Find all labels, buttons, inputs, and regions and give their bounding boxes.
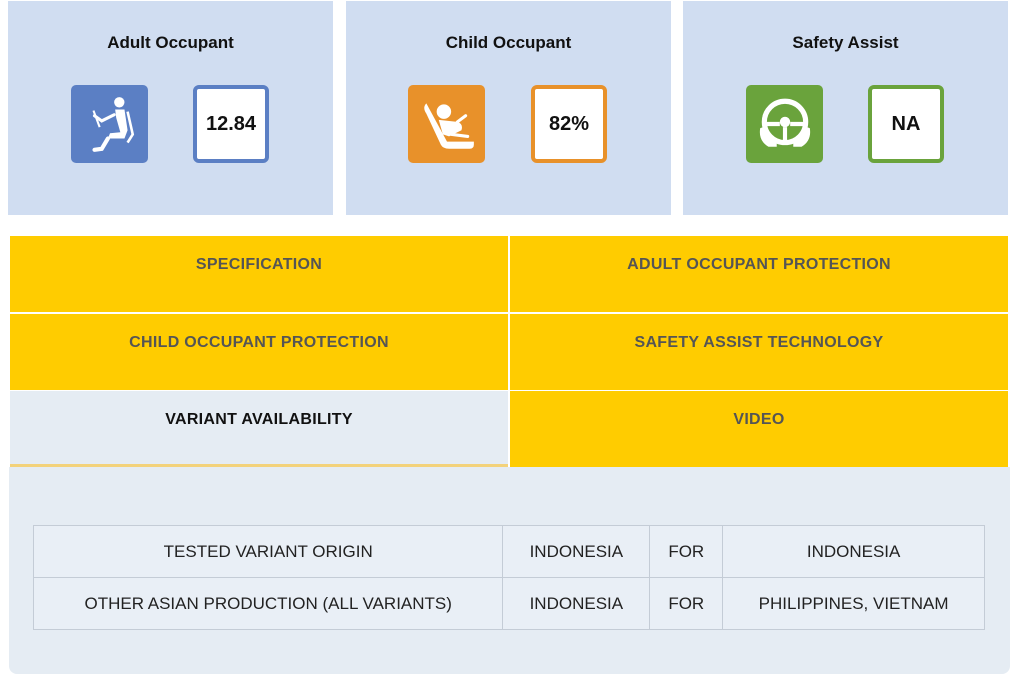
adult-occupant-card: Adult Occupant 12.84 bbox=[8, 1, 333, 215]
child-occupant-card: Child Occupant 82% bbox=[346, 1, 671, 215]
tab-video[interactable]: VIDEO bbox=[510, 391, 1008, 467]
child-occupant-title: Child Occupant bbox=[445, 33, 572, 52]
origin-cell: INDONESIA bbox=[502, 577, 651, 630]
for-cell: FOR bbox=[649, 525, 724, 578]
table-row: OTHER ASIAN PRODUCTION (ALL VARIANTS) IN… bbox=[32, 577, 985, 630]
safety-assist-title: Safety Assist bbox=[792, 33, 899, 52]
tab-safety-assist-technology[interactable]: SAFETY ASSIST TECHNOLOGY bbox=[510, 314, 1008, 390]
tab-adult-occupant-protection[interactable]: ADULT OCCUPANT PROTECTION bbox=[510, 236, 1008, 312]
for-cell: FOR bbox=[649, 577, 724, 630]
adult-seat-icon bbox=[71, 85, 148, 163]
variant-availability-table: TESTED VARIANT ORIGIN INDONESIA FOR INDO… bbox=[32, 525, 985, 630]
steering-wheel-icon bbox=[746, 85, 823, 163]
origin-cell: INDONESIA bbox=[502, 525, 651, 578]
child-seat-icon bbox=[408, 85, 485, 163]
market-cell: INDONESIA bbox=[722, 525, 985, 578]
variant-availability-panel: TESTED VARIANT ORIGIN INDONESIA FOR INDO… bbox=[9, 467, 1010, 674]
table-row: TESTED VARIANT ORIGIN INDONESIA FOR INDO… bbox=[32, 525, 985, 578]
tab-specification[interactable]: SPECIFICATION bbox=[10, 236, 508, 312]
safety-assist-card: Safety Assist NA bbox=[683, 1, 1008, 215]
market-cell: PHILIPPINES, VIETNAM bbox=[722, 577, 985, 630]
tab-child-occupant-protection[interactable]: CHILD OCCUPANT PROTECTION bbox=[10, 314, 508, 390]
adult-occupant-title: Adult Occupant bbox=[107, 33, 234, 52]
child-occupant-score: 82% bbox=[531, 85, 607, 163]
tab-variant-availability[interactable]: VARIANT AVAILABILITY bbox=[10, 391, 508, 467]
safety-assist-score: NA bbox=[868, 85, 944, 163]
variant-name-cell: TESTED VARIANT ORIGIN bbox=[32, 525, 504, 578]
variant-name-cell: OTHER ASIAN PRODUCTION (ALL VARIANTS) bbox=[32, 577, 504, 630]
adult-occupant-score: 12.84 bbox=[193, 85, 269, 163]
